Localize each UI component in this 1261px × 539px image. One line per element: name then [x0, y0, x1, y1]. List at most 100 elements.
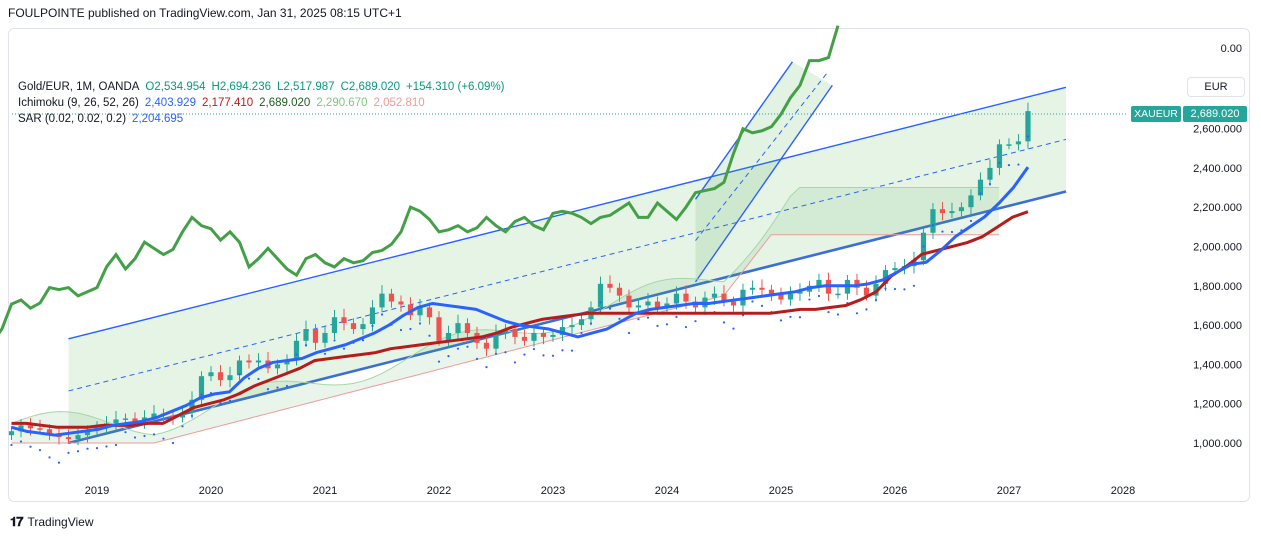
candle-body	[873, 283, 879, 296]
candle-body	[540, 332, 547, 337]
sar-dot	[608, 307, 612, 310]
footer-brand: TradingView	[27, 515, 94, 529]
chart-legend: Gold/EUR, 1M, OANDA O2,534.954 H2,694.236 L…	[18, 79, 511, 127]
candle-body	[208, 372, 214, 377]
sar-dot	[105, 445, 108, 448]
y-tick-label: 0.00	[1221, 43, 1242, 55]
candle-body	[379, 293, 385, 308]
sar-dot	[247, 377, 251, 380]
sar-dot	[1017, 163, 1020, 166]
candle-body	[27, 425, 34, 429]
candle-body	[151, 413, 157, 418]
sar-dot	[48, 456, 51, 459]
sar-dot	[827, 311, 830, 314]
sar-dot	[257, 377, 260, 381]
sar-dot	[67, 451, 70, 454]
candle-body	[350, 323, 357, 330]
candle-body	[569, 325, 575, 328]
sar-dot	[998, 161, 1001, 164]
sar-dot	[152, 433, 156, 436]
x-tick-label: 2023	[541, 485, 565, 497]
legend-span-a-value: 2,290.670	[316, 97, 368, 109]
candle-body	[550, 334, 556, 337]
x-tick-label: 2027	[997, 485, 1021, 497]
candle-body	[170, 415, 176, 418]
legend-main-row: Gold/EUR, 1M, OANDA O2,534.954 H2,694.236 L…	[18, 79, 511, 95]
candle-body	[892, 268, 898, 271]
candle-body	[37, 428, 43, 430]
candle-body	[673, 293, 680, 304]
sar-dot	[10, 443, 13, 447]
ichimoku-chikou-line	[0, 25, 840, 335]
y-tick-label: 2,000.000	[1193, 242, 1242, 254]
channel-mid-line	[68, 138, 1067, 392]
candle-body	[493, 332, 499, 349]
sar-dot	[418, 322, 422, 325]
sar-dot	[513, 361, 517, 364]
candle-body	[360, 324, 366, 330]
candle-body	[835, 293, 841, 296]
last-price-tag: 2,689.020	[1183, 106, 1247, 122]
sar-dot	[551, 354, 555, 357]
candle-body	[341, 317, 347, 324]
candle-body	[217, 372, 224, 381]
candle-body	[132, 418, 138, 422]
candle-body	[274, 364, 281, 369]
sar-dot	[988, 182, 992, 186]
candle-body	[398, 301, 404, 305]
candle-body	[616, 287, 623, 296]
candle-body	[303, 329, 309, 341]
legend-change: +154.310 (+6.09%)	[406, 81, 505, 93]
sar-dot	[580, 331, 583, 335]
candle-body	[227, 375, 233, 381]
candle-body	[531, 332, 537, 341]
candle-body	[445, 332, 452, 341]
legend-high: H2,694.236	[211, 81, 271, 93]
candle-body	[749, 287, 756, 290]
candle-body	[645, 301, 651, 306]
sar-dot	[266, 388, 270, 391]
sar-dot	[979, 192, 982, 195]
sar-dot	[494, 352, 498, 355]
sar-dot	[722, 321, 726, 324]
candle-body	[597, 283, 604, 308]
sar-dot	[532, 347, 536, 351]
candle-body	[322, 332, 328, 343]
sar-dot	[855, 312, 859, 315]
candle-body	[768, 289, 775, 294]
sar-dot	[323, 352, 327, 355]
candle-body	[778, 293, 784, 300]
symbol-price-tag: XAUEUR	[1131, 106, 1181, 122]
sar-dot	[789, 315, 792, 318]
sar-dot	[361, 339, 365, 342]
sar-dot	[618, 317, 621, 320]
candle-body	[84, 430, 91, 436]
legend-tenkan-value: 2,403.929	[144, 97, 196, 109]
candle-body	[635, 305, 642, 308]
candle-body	[730, 301, 737, 306]
sar-dot	[922, 245, 925, 248]
candle-body	[369, 307, 376, 325]
currency-selector[interactable]: EUR	[1187, 77, 1245, 97]
sar-dot	[371, 324, 374, 327]
candle-body	[455, 323, 461, 333]
candle-body	[930, 209, 936, 233]
candle-body	[977, 179, 984, 196]
sar-dot	[817, 294, 821, 298]
sar-dot	[760, 304, 764, 307]
publish-header: FOULPOINTE published on TradingView.com,…	[8, 6, 402, 20]
y-tick-label: 1,600.000	[1193, 320, 1242, 332]
sar-dot	[808, 298, 811, 301]
x-tick-label: 2026	[883, 485, 907, 497]
legend-ichimoku-row: Ichimoku (9, 26, 52, 26) 2,403.929 2,177.4…	[18, 95, 511, 111]
candle-body	[1025, 111, 1031, 142]
sar-dot	[874, 298, 878, 302]
sar-dot	[798, 316, 802, 319]
sar-dot	[751, 300, 754, 303]
sar-dot	[276, 386, 279, 389]
sar-dot	[485, 366, 488, 369]
x-tick-label: 2025	[769, 485, 793, 497]
candle-body	[198, 376, 205, 400]
sar-dot	[523, 353, 526, 356]
